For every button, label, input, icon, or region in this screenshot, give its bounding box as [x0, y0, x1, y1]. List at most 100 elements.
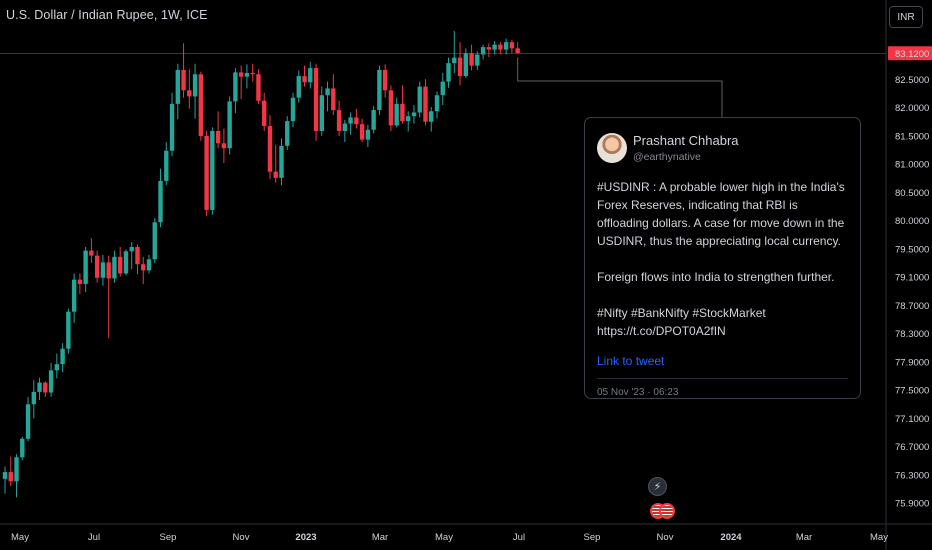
- candle-body[interactable]: [175, 69, 180, 104]
- candle-body[interactable]: [43, 382, 48, 393]
- candle-body[interactable]: [187, 90, 192, 97]
- us-flag-event-icon[interactable]: [659, 503, 675, 519]
- candle-body[interactable]: [394, 103, 399, 126]
- candle-body[interactable]: [152, 222, 157, 260]
- candle-body[interactable]: [106, 262, 111, 279]
- candle-body[interactable]: [279, 145, 284, 178]
- candle-body[interactable]: [233, 72, 238, 102]
- candle-body[interactable]: [319, 95, 324, 131]
- candle-body[interactable]: [215, 130, 221, 144]
- candle-body[interactable]: [417, 86, 422, 113]
- candle-body[interactable]: [498, 44, 503, 50]
- candle-body[interactable]: [434, 95, 440, 112]
- candle-body[interactable]: [515, 48, 520, 54]
- candle-body[interactable]: [192, 74, 198, 97]
- candle-body[interactable]: [250, 73, 255, 75]
- candle-body[interactable]: [469, 53, 474, 66]
- flash-news-icon[interactable]: ⚡: [648, 477, 667, 496]
- candle-body[interactable]: [262, 100, 267, 127]
- candle-body[interactable]: [48, 370, 54, 393]
- candle-body[interactable]: [83, 250, 88, 284]
- author-name[interactable]: Prashant Chhabra: [633, 133, 739, 148]
- candle-body[interactable]: [285, 121, 290, 146]
- candle-body[interactable]: [204, 135, 209, 210]
- candle-body[interactable]: [100, 262, 106, 278]
- candle-body[interactable]: [89, 250, 94, 256]
- candle-body[interactable]: [509, 42, 515, 49]
- candle-body[interactable]: [492, 44, 497, 50]
- candle-body[interactable]: [273, 171, 278, 178]
- candle-body[interactable]: [354, 117, 359, 125]
- candle-body[interactable]: [135, 246, 140, 265]
- candle-body[interactable]: [336, 110, 342, 131]
- candle-body[interactable]: [60, 348, 65, 365]
- candle-body[interactable]: [2, 472, 8, 479]
- candle-body[interactable]: [71, 279, 77, 312]
- candle-body[interactable]: [141, 264, 146, 271]
- time-tick-label: Nov: [657, 532, 674, 543]
- candle-body[interactable]: [440, 81, 445, 96]
- link-to-tweet[interactable]: Link to tweet: [597, 354, 665, 368]
- candle-body[interactable]: [429, 111, 434, 122]
- candle-body[interactable]: [331, 88, 336, 111]
- tweet-card[interactable]: Prashant Chhabra @earthynative #USDINR :…: [584, 117, 861, 399]
- candle-body[interactable]: [14, 457, 19, 482]
- candle-body[interactable]: [475, 54, 480, 66]
- candle-body[interactable]: [348, 117, 353, 124]
- candle-body[interactable]: [480, 47, 486, 55]
- candle-body[interactable]: [169, 103, 175, 151]
- candle-body[interactable]: [452, 57, 457, 64]
- candle-body[interactable]: [118, 256, 123, 274]
- candle-body[interactable]: [129, 246, 134, 252]
- candle-body[interactable]: [146, 259, 152, 271]
- candle-body[interactable]: [377, 69, 382, 111]
- candle-body[interactable]: [181, 69, 186, 91]
- candle-body[interactable]: [313, 68, 319, 131]
- candle-body[interactable]: [302, 76, 307, 83]
- candle-body[interactable]: [210, 130, 215, 210]
- candle-body[interactable]: [77, 279, 83, 284]
- candle-body[interactable]: [503, 42, 509, 50]
- candle-body[interactable]: [359, 124, 365, 140]
- candle-body[interactable]: [20, 438, 25, 458]
- candle-body[interactable]: [227, 101, 232, 149]
- candle-body[interactable]: [31, 391, 36, 405]
- author-handle[interactable]: @earthynative: [633, 151, 701, 163]
- candle-body[interactable]: [8, 472, 13, 482]
- candle-body[interactable]: [25, 404, 31, 439]
- candle-body[interactable]: [238, 72, 244, 77]
- candle-body[interactable]: [158, 180, 163, 223]
- candle-body[interactable]: [198, 74, 204, 136]
- candle-body[interactable]: [446, 63, 451, 82]
- candle-body[interactable]: [66, 311, 71, 349]
- candle-body[interactable]: [325, 88, 330, 96]
- candle-body[interactable]: [342, 123, 348, 131]
- candle-body[interactable]: [37, 382, 42, 392]
- candle-body[interactable]: [296, 76, 301, 98]
- candle-body[interactable]: [94, 255, 100, 278]
- candle-body[interactable]: [256, 74, 261, 101]
- avatar[interactable]: [597, 133, 627, 163]
- candle-body[interactable]: [308, 68, 313, 83]
- candle-body[interactable]: [54, 364, 60, 371]
- candle-body[interactable]: [406, 116, 411, 122]
- candle-body[interactable]: [382, 69, 388, 91]
- candle-body[interactable]: [365, 129, 371, 140]
- candle-body[interactable]: [112, 256, 117, 279]
- candle-body[interactable]: [423, 86, 428, 122]
- candle-body[interactable]: [371, 110, 376, 130]
- candle-body[interactable]: [486, 47, 492, 50]
- candle-body[interactable]: [463, 53, 468, 77]
- candle-body[interactable]: [267, 126, 273, 172]
- candle-body[interactable]: [164, 150, 169, 181]
- candle-body[interactable]: [244, 73, 250, 77]
- candle-body[interactable]: [123, 251, 129, 274]
- candle-body[interactable]: [221, 143, 227, 149]
- candle-body[interactable]: [411, 112, 417, 117]
- candle-body[interactable]: [388, 90, 394, 126]
- candle-body[interactable]: [457, 57, 463, 77]
- currency-button[interactable]: INR: [889, 6, 923, 28]
- candle-body[interactable]: [290, 97, 296, 122]
- candle-body[interactable]: [400, 103, 405, 122]
